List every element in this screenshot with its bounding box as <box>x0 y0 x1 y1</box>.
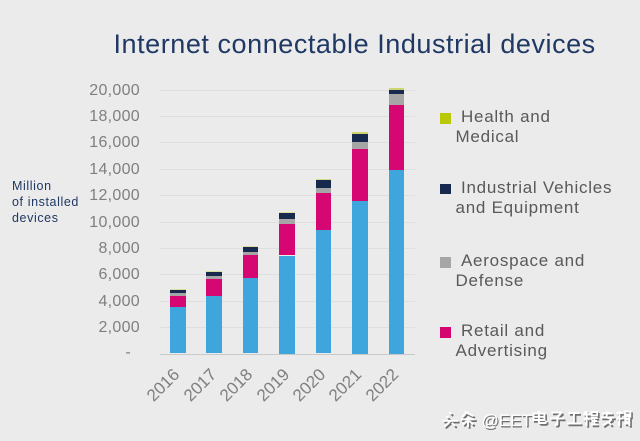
svg-text:@EET: @EET <box>482 412 532 431</box>
svg-text:@EET: @EET <box>481 411 531 430</box>
